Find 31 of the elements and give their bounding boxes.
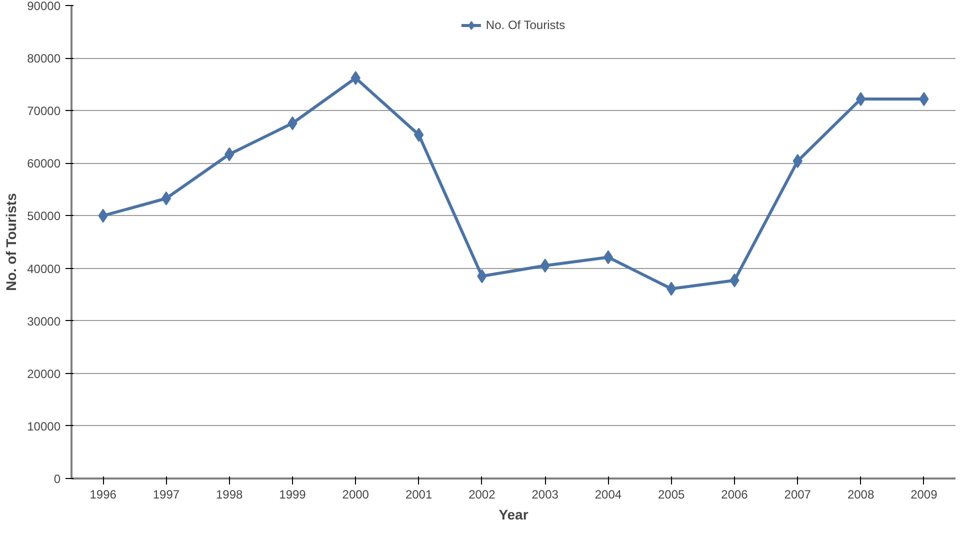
point <box>414 128 424 142</box>
x-tick-label: 2008 <box>847 488 874 502</box>
point <box>603 250 614 264</box>
y-tick-label: 40000 <box>27 262 61 276</box>
y-tick-label: 70000 <box>27 104 61 118</box>
x-tick-label: 2002 <box>468 488 496 502</box>
y-tick-label: 30000 <box>27 314 61 328</box>
y-tick-label: 20000 <box>27 366 61 381</box>
x-tick-label: 1998 <box>216 488 244 502</box>
point <box>856 92 866 106</box>
x-tick-label: 2005 <box>658 488 686 502</box>
y-tick-label: 50000 <box>27 209 61 224</box>
x-tick-label: 2006 <box>721 488 748 502</box>
x-tick-label: 2007 <box>784 488 812 502</box>
y-axis-title: No. of Tourists <box>3 192 20 291</box>
y-tick-label: 60000 <box>27 156 61 171</box>
x-tick-label: 1997 <box>152 488 180 502</box>
y-tick-label: 90000 <box>27 0 61 13</box>
y-tick-label: 10000 <box>27 419 61 434</box>
x-tick-label: 2003 <box>532 488 559 502</box>
point <box>161 191 172 206</box>
y-tick-label: 80000 <box>27 52 61 66</box>
legend-label: No. Of Tourists <box>486 18 566 32</box>
x-tick-label: 2001 <box>405 488 432 502</box>
x-tick-label: 2000 <box>342 488 370 502</box>
x-tick-label: 1999 <box>279 488 306 502</box>
x-tick-label: 1996 <box>90 488 117 502</box>
x-tick-label: 2004 <box>594 488 622 502</box>
x-axis-title: Year <box>498 506 529 522</box>
x-tick-label: 2009 <box>910 488 938 502</box>
y-tick-label: 0 <box>54 472 61 486</box>
